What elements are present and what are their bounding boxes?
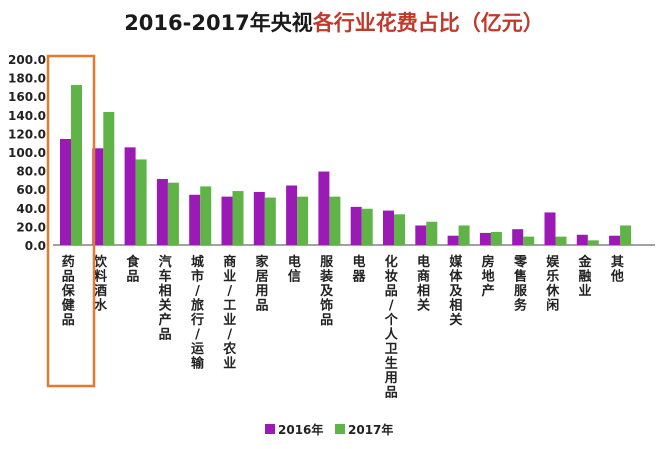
title-part-2: 各行业花费占比（亿元） (312, 11, 544, 35)
x-category-label: 媒体及相关 (449, 254, 463, 328)
x-category-label: 家居用品 (255, 254, 270, 314)
y-tick-label: 80.0 (16, 165, 46, 179)
bar-2016 (479, 232, 491, 245)
bar-2016 (286, 185, 298, 245)
x-category-label: 电商相关 (417, 254, 430, 314)
bar-2017 (329, 196, 341, 245)
x-category-label: 药品保健品 (61, 254, 76, 328)
bar-2017 (135, 159, 147, 245)
bar-2016 (383, 210, 394, 245)
y-tick-label: 180.0 (8, 72, 46, 86)
x-category-label: 城市/旅行/运输 (190, 254, 205, 372)
bar-2016 (253, 191, 265, 245)
legend-swatch-2016 (265, 424, 275, 434)
bar-2016 (447, 235, 459, 245)
bar-2017 (232, 191, 244, 245)
bar-2017 (103, 112, 115, 245)
x-category-label: 房地产 (482, 254, 495, 299)
x-category-label: 其他 (610, 254, 624, 285)
bar-2017 (426, 221, 438, 245)
legend-swatch-2017 (335, 424, 345, 434)
bar-2016 (189, 194, 201, 245)
x-category-label: 电信 (288, 254, 301, 285)
highlight-box (46, 54, 96, 388)
legend-label: 2016年 (278, 422, 323, 437)
legend: 2016年 2017年 (265, 422, 393, 437)
y-tick-label: 20.0 (16, 220, 46, 234)
bar-2016 (124, 147, 136, 245)
bar-2016 (350, 206, 362, 245)
bar-2017 (490, 231, 502, 245)
x-category-label: 电器 (351, 254, 366, 285)
bar-2016 (609, 235, 621, 245)
y-tick-label: 160.0 (8, 90, 46, 104)
bars-group (60, 85, 632, 245)
bar-2017 (587, 240, 599, 245)
y-tick-label: 0.0 (25, 239, 46, 253)
x-category-label: 食品 (126, 254, 140, 285)
bar-2017 (620, 225, 632, 245)
bar-2016 (156, 178, 168, 245)
y-tick-label: 40.0 (16, 202, 46, 216)
x-category-label: 娱乐休闲 (545, 255, 560, 314)
bar-2016 (415, 225, 427, 245)
x-category-label: 服装及饰品 (319, 255, 334, 328)
bar-2017 (394, 214, 405, 245)
y-tick-label: 140.0 (8, 109, 46, 123)
x-axis-labels: 药品保健品 饮料酒水 食品 汽车相关产品 城市/旅行/运输 商业/工业/农业 家居用品 电信服… (61, 254, 624, 401)
bar-2016 (576, 234, 588, 245)
bar-2017 (71, 85, 82, 245)
bar-2016 (221, 196, 233, 245)
bar-2017 (458, 225, 470, 245)
x-category-label: 饮料酒水 (93, 254, 108, 314)
bar-2016 (544, 212, 556, 245)
y-tick-label: 60.0 (16, 183, 46, 197)
title-part-1: 2016-2017年央视 (124, 11, 313, 35)
bar-2017 (167, 182, 179, 245)
x-category-label: 汽车相关产品 (159, 254, 172, 343)
bar-2017 (555, 236, 567, 245)
bar-2017 (200, 186, 212, 245)
legend-label: 2017年 (348, 422, 393, 437)
bar-2017 (361, 208, 373, 245)
bar-2016 (318, 171, 330, 245)
x-category-label: 商业/工业/农业 (222, 254, 236, 372)
x-category-label: 金融业 (578, 254, 593, 299)
x-category-label: 化妆品/个人卫生用品 (384, 254, 399, 401)
y-tick-label: 120.0 (8, 127, 46, 141)
y-axis: 200.0 180.0 160.0 140.0 120.0 100.0 80.0 60.0 40… (8, 53, 46, 253)
x-category-label: 零售服务 (513, 255, 528, 314)
bar-2016 (60, 138, 71, 245)
chart-title: 2016-2017年央视各行业花费占比（亿元） (124, 11, 544, 35)
bar-2016 (512, 229, 524, 245)
bar-2017 (264, 197, 276, 245)
bar-2016 (92, 148, 104, 245)
y-tick-label: 100.0 (8, 146, 46, 160)
bar-2017 (523, 236, 535, 245)
y-tick-label: 200.0 (8, 53, 46, 67)
bar-2017 (297, 196, 309, 245)
